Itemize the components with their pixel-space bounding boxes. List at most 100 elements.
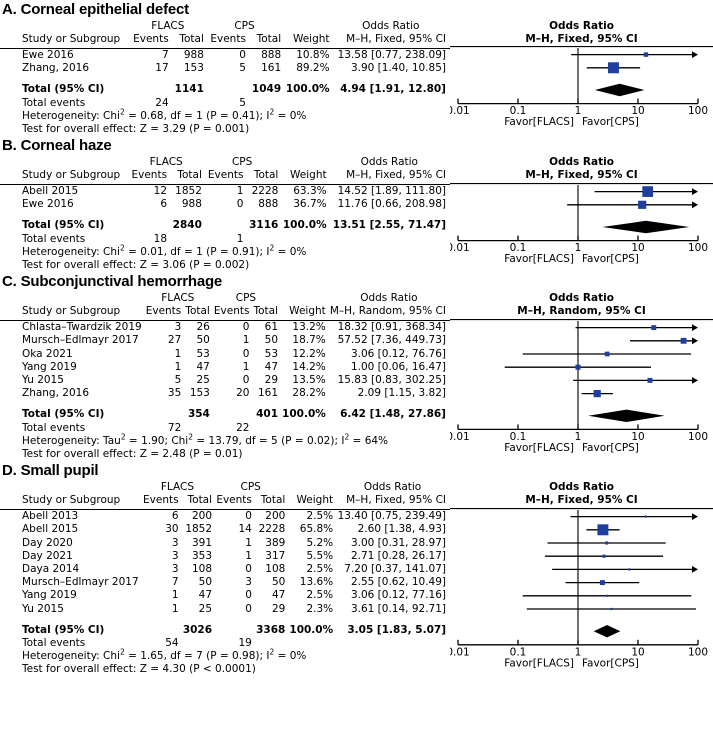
total-2: 317: [265, 549, 286, 562]
odds-ratio-ci: 15.83 [0.83, 302.25]: [337, 373, 446, 386]
total-2: 888: [258, 198, 279, 211]
odds-ratio-ci: 13.58 [0.77, 238.09]: [337, 48, 446, 61]
data-table-wrap: FLACS CPS Odds Ratio Study or Subgroup Event…: [0, 156, 450, 272]
events-1: 7: [161, 48, 169, 61]
ci-arrow-right-icon: [691, 376, 698, 384]
total-1: 200: [192, 510, 213, 523]
effect-marker-square: [638, 200, 647, 209]
panel-body: FLACS CPS Odds Ratio Study or Subgroup Event…: [0, 20, 713, 136]
row-spacer: [0, 211, 450, 219]
col-study: Study or Subgroup: [22, 305, 121, 318]
effect-marker-square: [597, 523, 609, 535]
col-total-1: Total: [177, 169, 202, 182]
total-weight: 100.0%: [282, 408, 326, 421]
weight: 2.3%: [306, 602, 334, 615]
panel-title: C. Subconjunctival hemorrhage: [2, 273, 223, 291]
weight: 13.5%: [292, 373, 326, 386]
total-events-1: 18: [153, 232, 168, 245]
x-axis-tick-label: 0.01: [450, 242, 470, 254]
blank-cell: [329, 233, 450, 246]
overall-effect-text: Test for overall effect: Z = 3.29 (P = 0…: [22, 122, 250, 135]
weight: 2.5%: [306, 562, 334, 575]
table-row: Abell 2015 30 1852 14 2228 65.8% 2.60 [1.38, 4…: [0, 523, 450, 536]
col-total-1: Total: [187, 494, 213, 507]
col-model: M–H, Random, 95% CI: [329, 305, 446, 318]
total-2: 47: [271, 589, 286, 602]
events-1: 12: [153, 185, 168, 198]
total-1: 1852: [175, 185, 202, 198]
total-1: 50: [198, 576, 213, 589]
total-events-row: Total events 72 22: [0, 422, 450, 435]
events-2: 20: [236, 387, 250, 400]
total-2: 50: [271, 576, 286, 589]
table-row: Ewe 2016 7 988 0 888 10.8% 13.58 [0.77, 238.09…: [0, 48, 450, 62]
favor-right-label: Favor[CPS]: [582, 253, 639, 264]
total-1: 25: [198, 602, 213, 615]
effect-marker-square: [628, 567, 631, 571]
total-1: 1852: [185, 523, 213, 536]
blank-cell: [280, 422, 328, 435]
total-events-2: 22: [236, 421, 250, 434]
total-1: 26: [196, 321, 210, 334]
plot-effect-header: Odds Ratio: [549, 292, 614, 305]
panel-a: A. Corneal epithelial defect FLACS CPS Odds…: [0, 0, 713, 136]
total-2: 108: [265, 562, 286, 575]
spacer-cell: [0, 481, 141, 494]
spacer-cell: [280, 292, 328, 305]
group-header-row: FLACS CPS Odds Ratio: [0, 481, 450, 494]
forest-row: [522, 351, 692, 357]
favor-right-label: Favor[CPS]: [582, 442, 639, 453]
events-2: 1: [242, 334, 250, 347]
row-spacer: [0, 400, 450, 408]
x-axis-tick-label: 0.1: [510, 431, 527, 443]
events-1: 3: [171, 536, 179, 549]
study-name: Zhang, 2016: [22, 62, 89, 75]
study-name: Daya 2014: [22, 562, 80, 575]
col-model: M–H, Fixed, 95% CI: [346, 169, 446, 182]
group2-header: CPS: [240, 481, 261, 494]
total-events-2: 19: [238, 636, 252, 649]
study-table: FLACS CPS Odds Ratio Study or Subgroup Event…: [0, 481, 450, 676]
total-events-1: 54: [165, 636, 179, 649]
events-2: 0: [245, 562, 252, 575]
table-row: Zhang, 2016 35 153 20 161 28.2% 2.09 [1.15, 3.…: [0, 387, 450, 400]
x-axis-tick-label: 1: [575, 106, 582, 118]
data-table-wrap: FLACS CPS Odds Ratio Study or Subgroup Event…: [0, 20, 450, 136]
events-2: 1: [236, 185, 244, 198]
events-1: 6: [160, 198, 168, 211]
study-name: Yu 2015: [22, 602, 64, 615]
total-2: 2228: [258, 523, 286, 536]
x-axis-tick-label: 0.1: [510, 106, 527, 118]
col-events-2: Events: [213, 305, 250, 318]
heterogeneity-row: Heterogeneity: Chi2 = 1.65, df = 7 (P = …: [0, 647, 450, 663]
weight: 5.5%: [306, 549, 334, 562]
favor-left-label: Favor[FLACS]: [504, 117, 574, 128]
forest-row: [552, 565, 698, 573]
forest-row: [586, 523, 620, 535]
effect-marker-square: [651, 324, 657, 330]
col-total-2: Total: [253, 305, 279, 318]
total-row: Total (95% CI) 1141 1049 100.0% 4.94 [1.91, …: [0, 83, 450, 96]
effect-header: Odds Ratio: [363, 481, 422, 494]
header-rule: [0, 318, 450, 322]
total-2: 200: [265, 510, 286, 523]
forest-row: [526, 607, 697, 610]
heterogeneity-text: Heterogeneity: Chi2 = 1.65, df = 7 (P = …: [22, 647, 307, 663]
events-1: 17: [155, 62, 169, 75]
group1-header: FLACS: [161, 292, 195, 305]
events-1: 6: [171, 510, 179, 523]
x-axis-tick-label: 10: [631, 242, 644, 254]
blank-cell: [287, 637, 335, 650]
study-name: Mursch–Edlmayr 2017: [22, 576, 139, 589]
study-name: Ewe 2016: [22, 48, 74, 61]
weight: 18.7%: [292, 334, 326, 347]
events-2: 1: [242, 360, 250, 373]
table-row: Day 2020 3 391 1 389 5.2% 3.00 [0.31, 28.97]: [0, 537, 450, 550]
effect-marker-square: [606, 594, 609, 597]
forest-row: [630, 337, 698, 344]
group-header-row: FLACS CPS Odds Ratio: [0, 292, 450, 305]
overall-effect-row: Test for overall effect: Z = 3.06 (P = 0…: [0, 259, 450, 272]
events-1: 27: [167, 334, 182, 347]
total-row: Total (95% CI) 3026 3368 100.0% 3.05 [1.83, …: [0, 624, 450, 637]
